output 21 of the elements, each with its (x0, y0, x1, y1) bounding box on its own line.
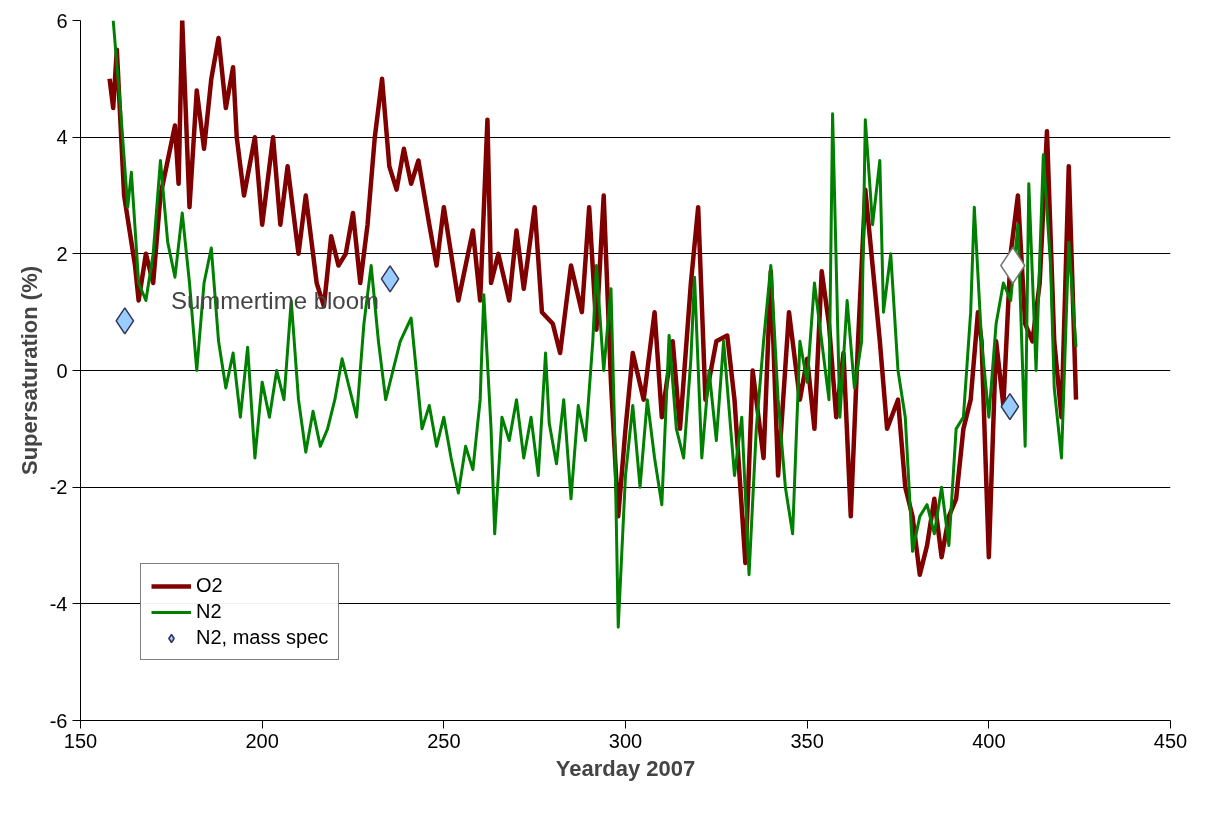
point (380, 265, 400, 293)
point (115, 307, 135, 335)
x-tick-label: 150 (63, 729, 98, 752)
legend-label: O2 (196, 574, 223, 597)
y-tick-label: -6 (49, 709, 68, 732)
x-tick-label: 250 (427, 729, 461, 752)
y-tick-label: 6 (56, 9, 68, 32)
x-tick-label: 200 (245, 729, 279, 752)
legend-label: N2, mass spec (196, 626, 329, 649)
y-axis-title: Supersaturation (%) (16, 265, 42, 476)
legend-label: N2 (196, 600, 222, 623)
x-tick-label: 300 (608, 729, 643, 752)
y-tick-label: 0 (56, 359, 68, 382)
x-tick-label: 400 (972, 729, 1006, 752)
y-tick-label: -2 (49, 476, 68, 499)
y-tick-label: 4 (56, 126, 68, 149)
x-tick-label: 450 (1153, 729, 1188, 752)
x-axis-title: Yearday 2007 (555, 755, 696, 781)
y-tick-label: -4 (49, 592, 68, 615)
y-tick-label: 2 (56, 242, 68, 265)
x-tick-label: 350 (790, 729, 824, 752)
